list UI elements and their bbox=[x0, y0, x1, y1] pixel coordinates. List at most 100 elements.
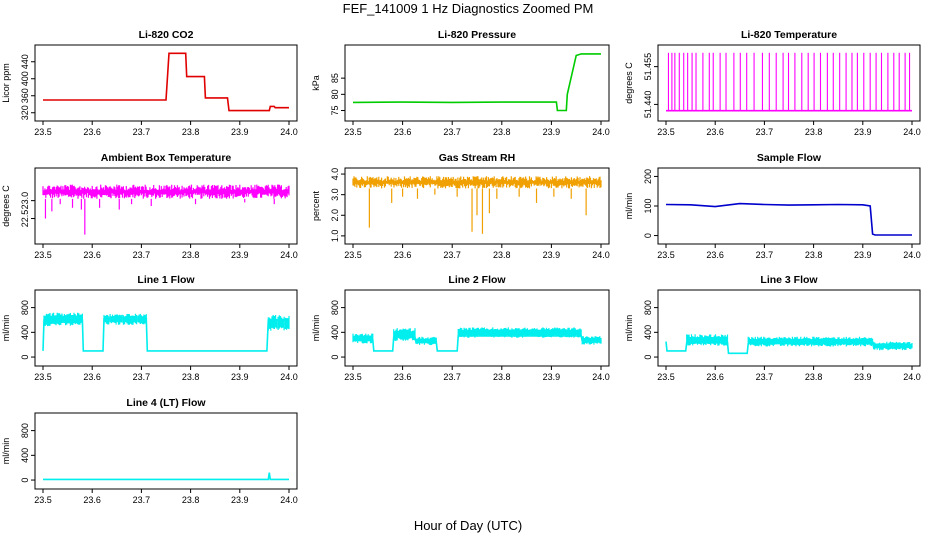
data-band-segment bbox=[457, 327, 582, 338]
y-axis-label: ml/min bbox=[1, 315, 11, 342]
data-series-line bbox=[352, 53, 601, 112]
x-tick-label: 23.8 bbox=[805, 372, 823, 382]
x-tick-label: 23.6 bbox=[83, 250, 101, 260]
panel-title: Line 1 Flow bbox=[137, 274, 195, 286]
data-band-segment bbox=[352, 333, 374, 344]
y-axis-label: Licor ppm bbox=[1, 63, 11, 103]
x-tick-label: 23.8 bbox=[493, 372, 511, 382]
x-tick-label: 23.6 bbox=[706, 250, 724, 260]
data-band-segment bbox=[393, 328, 416, 341]
y-tick-label: 0 bbox=[330, 355, 340, 360]
y-tick-label: 800 bbox=[20, 300, 30, 315]
x-tick-label: 23.6 bbox=[706, 127, 724, 137]
plot-frame bbox=[344, 44, 610, 122]
x-tick-label: 23.7 bbox=[133, 127, 151, 137]
data-band-segment bbox=[686, 334, 729, 346]
y-tick-label: 51.455 bbox=[643, 53, 653, 81]
plot-frame bbox=[34, 44, 298, 122]
y-axis-label: ml/min bbox=[311, 315, 321, 342]
y-tick-label: 1.0 bbox=[330, 230, 340, 243]
panel-title: Gas Stream RH bbox=[439, 152, 515, 164]
x-tick-label: 24.0 bbox=[903, 127, 921, 137]
y-tick-label: 85 bbox=[330, 73, 340, 83]
x-tick-label: 23.9 bbox=[231, 127, 249, 137]
x-tick-label: 23.5 bbox=[34, 250, 52, 260]
y-tick-label: 3.0 bbox=[330, 188, 340, 201]
x-tick-label: 23.9 bbox=[231, 372, 249, 382]
y-tick-label: 4.0 bbox=[330, 168, 340, 181]
x-tick-label: 23.5 bbox=[34, 372, 52, 382]
figure-title: FEF_141009 1 Hz Diagnostics Zoomed PM bbox=[342, 1, 594, 16]
panel-8: Line 2 Flow 23.5 23.6 23.7 23.8 23.9 24.0 0 400 8… bbox=[311, 274, 610, 382]
x-tick-label: 23.5 bbox=[657, 250, 675, 260]
x-tick-label: 24.0 bbox=[280, 250, 298, 260]
y-tick-label: 0 bbox=[643, 233, 653, 238]
y-tick-label: 0 bbox=[20, 478, 30, 483]
x-tick-label: 23.7 bbox=[756, 250, 774, 260]
y-tick-label: 400 bbox=[20, 325, 30, 340]
x-tick-label: 23.6 bbox=[394, 127, 412, 137]
x-tick-label: 24.0 bbox=[592, 250, 610, 260]
panel-title: Li-820 Temperature bbox=[741, 29, 837, 41]
y-tick-label: 200 bbox=[643, 169, 653, 184]
y-tick-label: 360 bbox=[20, 88, 30, 103]
panel-title: Sample Flow bbox=[757, 152, 822, 164]
panel-1: Li-820 CO2 23.5 23.6 23.7 23.8 23.9 24.0 320 360… bbox=[1, 29, 298, 137]
y-axis-label: degrees C bbox=[1, 185, 11, 227]
plot-frame bbox=[34, 289, 298, 367]
panel-4: Ambient Box Temperature 23.5 23.6 23.7 23.8 2… bbox=[1, 152, 298, 260]
y-tick-label: 320 bbox=[20, 105, 30, 120]
plot-frame bbox=[344, 289, 610, 367]
plot-frame bbox=[34, 412, 298, 490]
y-tick-label: 400 bbox=[20, 448, 30, 463]
panel-title: Li-820 Pressure bbox=[438, 29, 516, 41]
x-tick-label: 23.8 bbox=[805, 127, 823, 137]
x-tick-label: 23.5 bbox=[34, 495, 52, 505]
x-tick-label: 24.0 bbox=[280, 495, 298, 505]
plot-frame bbox=[657, 289, 921, 367]
panel-title: Li-820 CO2 bbox=[139, 29, 194, 41]
data-series-line bbox=[665, 202, 912, 236]
data-band-segment bbox=[267, 315, 290, 331]
panel-title: Line 4 (LT) Flow bbox=[126, 397, 206, 409]
x-tick-label: 24.0 bbox=[903, 372, 921, 382]
x-tick-label: 23.6 bbox=[394, 372, 412, 382]
panel-7: Line 1 Flow 23.5 23.6 23.7 23.8 23.9 24.0 0 400 8… bbox=[1, 274, 298, 382]
y-tick-label: 800 bbox=[20, 423, 30, 438]
y-tick-label: 400 bbox=[643, 325, 653, 340]
x-tick-label: 23.9 bbox=[231, 495, 249, 505]
x-tick-label: 23.7 bbox=[443, 127, 461, 137]
data-series-line bbox=[42, 317, 289, 352]
data-series-line bbox=[43, 52, 289, 112]
panel-9: Line 3 Flow 23.5 23.6 23.7 23.8 23.9 24.0 0 400 8… bbox=[624, 274, 921, 382]
x-tick-label: 23.5 bbox=[344, 372, 362, 382]
x-tick-label: 23.7 bbox=[443, 250, 461, 260]
y-tick-label: 440 bbox=[20, 54, 30, 69]
panel-6: Sample Flow 23.5 23.6 23.7 23.8 23.9 24.0 0 100 2… bbox=[624, 152, 921, 260]
y-tick-label: 100 bbox=[643, 198, 653, 213]
x-tick-label: 23.6 bbox=[83, 495, 101, 505]
x-tick-label: 24.0 bbox=[592, 127, 610, 137]
data-band-segment bbox=[873, 341, 913, 351]
data-series-line bbox=[665, 341, 912, 355]
x-tick-label: 23.8 bbox=[493, 250, 511, 260]
data-band-segment bbox=[747, 336, 874, 347]
x-tick-label: 23.9 bbox=[854, 250, 872, 260]
panel-title: Line 2 Flow bbox=[448, 274, 506, 286]
panel-2: Li-820 Pressure 23.5 23.6 23.7 23.8 23.9 24.0 7… bbox=[311, 29, 610, 137]
x-tick-label: 23.8 bbox=[182, 127, 200, 137]
panel-5: Gas Stream RH 23.5 23.6 23.7 23.8 23.9 24.0 1.0… bbox=[311, 152, 610, 260]
y-axis-label: ml/min bbox=[624, 193, 634, 220]
x-tick-label: 24.0 bbox=[592, 372, 610, 382]
data-series-line bbox=[43, 472, 289, 481]
x-tick-label: 24.0 bbox=[903, 250, 921, 260]
x-tick-label: 23.6 bbox=[394, 250, 412, 260]
x-tick-label: 23.8 bbox=[493, 127, 511, 137]
y-axis-label: ml/min bbox=[624, 315, 634, 342]
y-tick-label: 75 bbox=[330, 106, 340, 116]
x-tick-label: 23.8 bbox=[182, 250, 200, 260]
x-tick-label: 23.9 bbox=[543, 250, 561, 260]
y-tick-label: 800 bbox=[643, 300, 653, 315]
x-tick-label: 23.5 bbox=[657, 372, 675, 382]
plot-frame bbox=[344, 167, 610, 245]
